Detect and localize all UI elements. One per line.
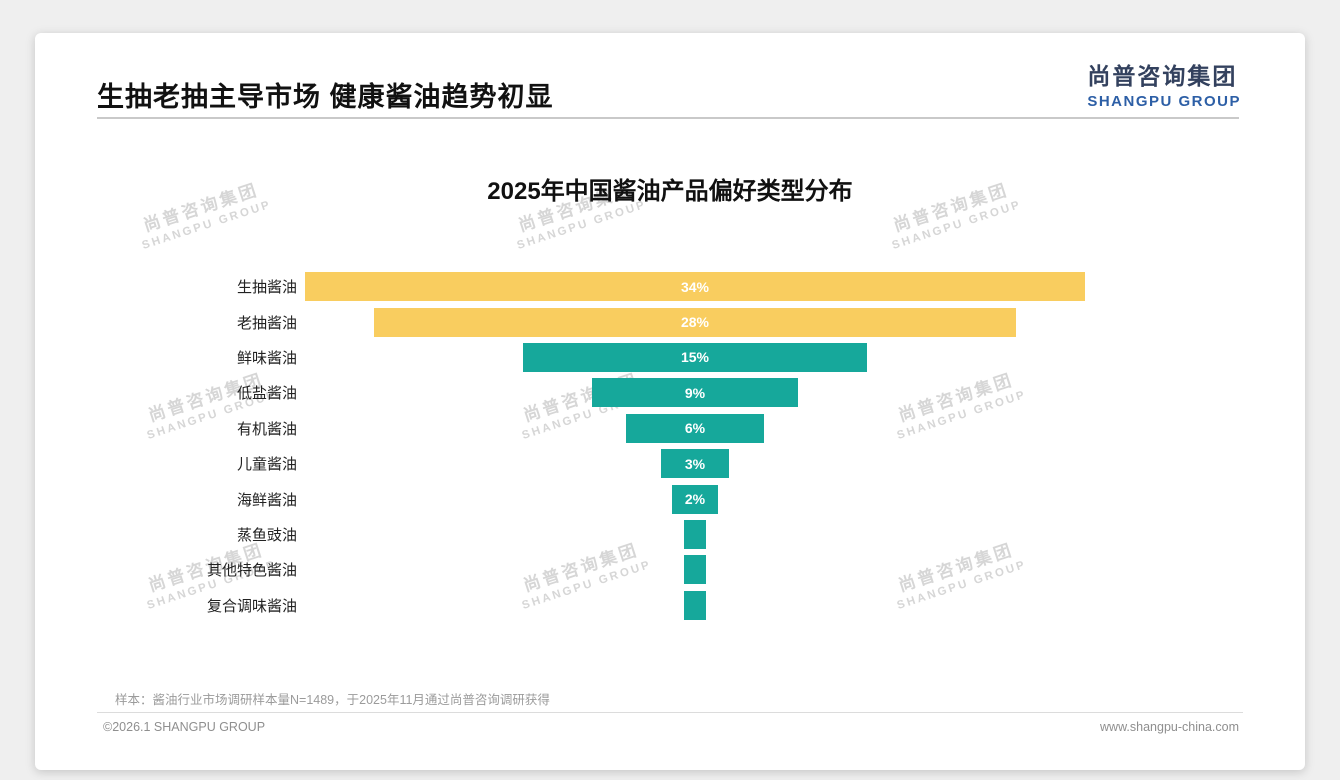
- header-divider: [97, 117, 1239, 119]
- bar-track: 2%: [305, 484, 1085, 514]
- chart-row: 低盐酱油 9%: [95, 375, 1095, 410]
- slide-card: 生抽老抽主导市场 健康酱油趋势初显 尚普咨询集团 SHANGPU GROUP 尚…: [35, 33, 1305, 770]
- category-label: 其他特色酱油: [206, 562, 297, 580]
- bar-value-label: 9%: [684, 384, 706, 401]
- bar-track: 28%: [305, 307, 1085, 337]
- bar-value-label: 34%: [680, 278, 710, 295]
- footer-divider: [97, 712, 1243, 713]
- bar-track: [305, 555, 1085, 585]
- bar-chart: 生抽酱油 34% 老抽酱油 28% 鲜味酱油 15% 低盐酱油 9% 有机酱油 6% 儿童酱油 3% 海…: [95, 269, 1095, 623]
- category-label: 有机酱油: [236, 420, 297, 438]
- bar-segment: [683, 590, 707, 620]
- bar-value-label: 15%: [680, 349, 709, 366]
- bar-track: 3%: [305, 449, 1085, 479]
- bar-track: 34%: [305, 272, 1085, 302]
- bar-value-label: 2%: [684, 491, 706, 508]
- category-label: 蒸鱼豉油: [236, 526, 297, 544]
- bar-segment: 15%: [522, 342, 868, 372]
- logo-en-text: SHANGPU GROUP: [1087, 93, 1241, 110]
- bar-segment: [683, 555, 707, 585]
- bar-value-label: 6%: [684, 420, 706, 437]
- bar-track: 15%: [305, 342, 1085, 372]
- category-label: 鲜味酱油: [236, 349, 297, 367]
- bar-track: 6%: [305, 413, 1085, 443]
- chart-row: 生抽酱油 34%: [95, 269, 1095, 304]
- chart-row: 海鲜酱油 2%: [95, 481, 1095, 516]
- bar-value-label: 28%: [680, 314, 710, 331]
- chart-row: 蒸鱼豉油: [95, 517, 1095, 552]
- chart-row: 复合调味酱油: [95, 588, 1095, 623]
- company-logo: 尚普咨询集团 SHANGPU GROUP: [1087, 57, 1241, 110]
- chart-row: 其他特色酱油: [95, 552, 1095, 587]
- bar-segment: 6%: [626, 413, 764, 443]
- bar-track: [305, 590, 1085, 620]
- page-title: 生抽老抽主导市场 健康酱油趋势初显: [97, 82, 554, 112]
- bar-value-label: 3%: [684, 455, 706, 472]
- sample-footnote: 样本：酱油行业市场调研样本量N=1489，于2025年11月通过尚普咨询调研获得: [115, 693, 550, 707]
- bar-track: 9%: [305, 378, 1085, 408]
- chart-title: 2025年中国酱油产品偏好类型分布: [487, 178, 853, 205]
- category-label: 儿童酱油: [236, 456, 297, 474]
- category-label: 老抽酱油: [236, 314, 297, 332]
- watermark-en-text: SHANGPU GROUP: [515, 198, 649, 252]
- category-label: 低盐酱油: [236, 385, 297, 403]
- footer-website: www.shangpu-china.com: [1100, 720, 1239, 734]
- chart-row: 老抽酱油 28%: [95, 304, 1095, 339]
- bar-segment: 9%: [591, 378, 799, 408]
- category-label: 生抽酱油: [236, 279, 297, 297]
- bar-segment: 2%: [672, 484, 718, 514]
- footer-copyright: ©2026.1 SHANGPU GROUP: [103, 720, 266, 734]
- logo-cn-text: 尚普咨询集团: [1087, 63, 1238, 89]
- chart-row: 有机酱油 6%: [95, 411, 1095, 446]
- watermark-en-text: SHANGPU GROUP: [890, 198, 1024, 252]
- bar-segment: 34%: [305, 272, 1085, 302]
- category-label: 复合调味酱油: [206, 597, 297, 615]
- bar-segment: 3%: [660, 449, 730, 479]
- bar-segment: 28%: [373, 307, 1017, 337]
- watermark-en-text: SHANGPU GROUP: [140, 198, 274, 252]
- category-label: 海鲜酱油: [236, 491, 297, 509]
- chart-row: 儿童酱油 3%: [95, 446, 1095, 481]
- bar-segment: [683, 519, 707, 549]
- chart-row: 鲜味酱油 15%: [95, 340, 1095, 375]
- bar-track: [305, 519, 1085, 549]
